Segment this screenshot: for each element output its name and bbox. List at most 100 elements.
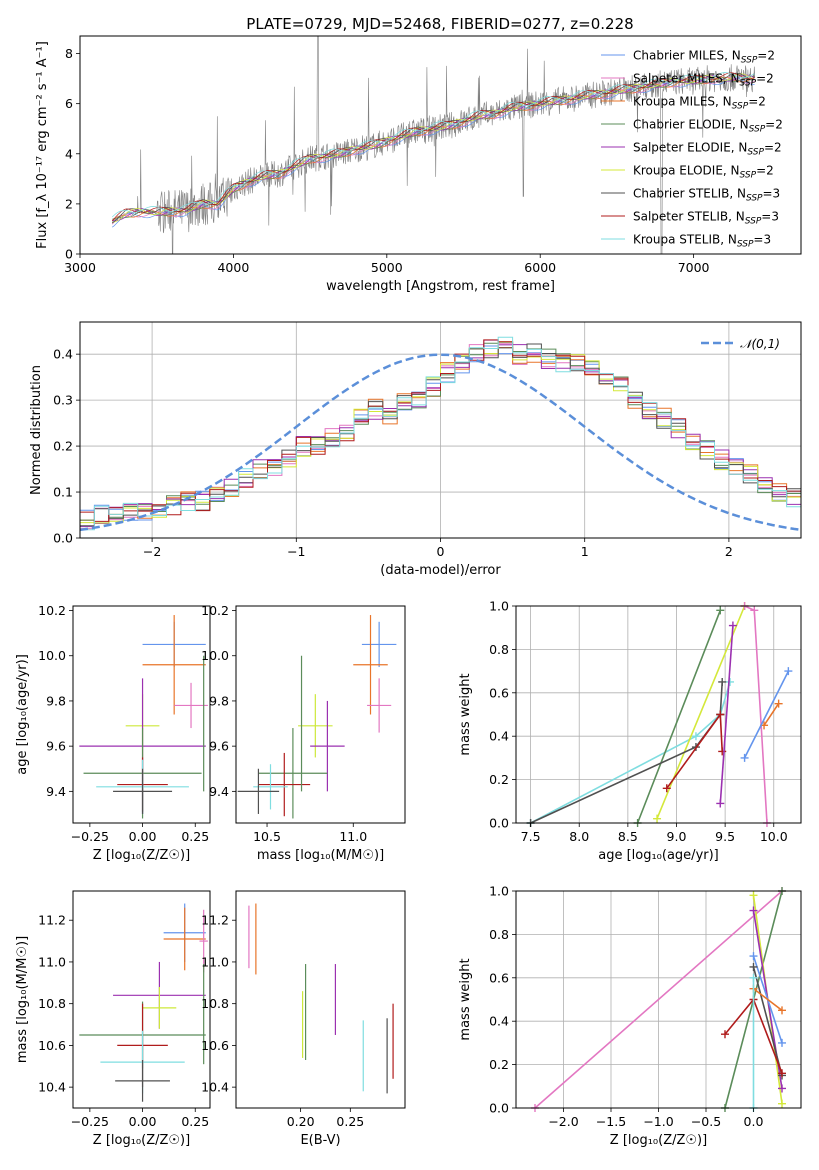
x-tick-label: 0.25 — [181, 1114, 209, 1129]
weight-line-5 — [719, 625, 734, 804]
legend-label-sub: SSP — [746, 194, 763, 204]
plus-marker — [778, 1099, 786, 1108]
x-tick-label: 0.25 — [336, 1114, 364, 1129]
y-tick-label: 10.4 — [38, 1080, 66, 1095]
x-tick-label: 0.00 — [129, 829, 157, 844]
legend-label-sub: SSP — [740, 79, 757, 89]
spectrum-model-line-8 — [111, 72, 755, 218]
plus-marker — [716, 606, 725, 615]
y-axis-label: Normed distribution — [29, 365, 44, 495]
legend-label-tail: =2 — [765, 118, 783, 132]
x-tick-label: 1 — [581, 544, 589, 559]
y-axis-label: Flux [f_λ 10⁻¹⁷ erg cm⁻² s⁻¹ A⁻¹] — [35, 41, 50, 249]
x-tick-label: 9.0 — [667, 829, 687, 844]
plot-area — [526, 602, 793, 827]
plus-marker — [784, 667, 793, 676]
legend-label-6: Chabrier STELIB, NSSP=3 — [633, 187, 780, 204]
legend-label-sub: SSP — [747, 148, 764, 158]
y-tick-label: 0.1 — [53, 485, 73, 500]
y-tick-label: 8 — [65, 46, 73, 61]
x-axis-label: (data-model)/error — [380, 563, 501, 578]
x-tick-label: 8.0 — [569, 829, 589, 844]
plus-marker — [749, 891, 758, 900]
gaussian-curve — [80, 353, 801, 532]
y-tick-label: 10.0 — [38, 648, 66, 663]
weight-line-6 — [744, 605, 768, 824]
y-tick-label: 9.6 — [46, 739, 66, 754]
legend-label-main: Salpeter ELODIE, N — [633, 141, 747, 155]
weight-line-0 — [530, 681, 731, 824]
plus-marker — [749, 952, 758, 961]
y-tick-label: 1.0 — [489, 884, 509, 899]
spectrum-model-line-7 — [111, 72, 755, 221]
y-tick-label: 0.8 — [489, 927, 509, 942]
x-tick-label: 9.5 — [715, 829, 735, 844]
plus-marker — [749, 973, 758, 982]
plus-marker — [653, 814, 662, 823]
errorbar-point-8 — [237, 768, 280, 814]
plot-area — [248, 903, 394, 1094]
y-tick-label: 0.0 — [489, 1101, 509, 1116]
legend-label-tail: =2 — [756, 72, 774, 86]
plus-marker — [749, 906, 758, 915]
plot-area — [79, 615, 208, 819]
legend-label-main: Chabrier STELIB, N — [633, 187, 746, 201]
y-tick-label: 11.2 — [38, 913, 66, 928]
y-tick-label: 0.6 — [489, 970, 509, 985]
x-tick-label: −2.0 — [548, 1114, 578, 1129]
y-axis-label: mass weight — [458, 958, 473, 1040]
x-tick-label: 8.5 — [618, 829, 638, 844]
x-axis-label: E(B-V) — [300, 1133, 340, 1148]
panel-weight-vs-Z: −2.0 −1.5 −1.0 −0.5 0.0 0.0 0.2 0.4 0.6 0.8 1.0 Z [… — [458, 884, 802, 1148]
y-tick-label: 9.8 — [209, 693, 229, 708]
weight-line-7 — [763, 703, 780, 726]
y-tick-label: 1.0 — [489, 599, 509, 614]
legend-label-sub: SSP — [745, 217, 762, 227]
y-tick-label: 0.2 — [489, 772, 509, 787]
y-tick-label: 0.2 — [489, 1057, 509, 1072]
legend-label-tail: =2 — [764, 141, 782, 155]
plot-area — [531, 887, 786, 1112]
legend-label-0: Chabrier MILES, NSSP=2 — [633, 49, 775, 66]
plus-marker — [718, 747, 727, 756]
legend-label-main: Kroupa ELODIE, N — [633, 164, 740, 178]
y-axis-label: mass [log₁₀(M/M☉)] — [15, 936, 30, 1063]
y-tick-label: 10.2 — [201, 603, 229, 618]
legend-label-tail: =3 — [761, 210, 779, 224]
legend-label-sub: SSP — [740, 171, 757, 181]
spectrum-model-line-3 — [112, 75, 755, 220]
x-tick-label: −0.25 — [71, 829, 109, 844]
legend-label-main: Salpeter STELIB, N — [633, 210, 745, 224]
errorbar-point-4 — [142, 986, 177, 1029]
weight-line-8 — [743, 670, 790, 759]
y-axis-label: age [log₁₀(age/yr)] — [15, 654, 30, 775]
y-tick-label: 0.4 — [53, 347, 73, 362]
panel-spectrum: 3000 4000 5000 6000 7000 0 2 4 6 8 wavelength [Ang… — [35, 35, 802, 294]
x-tick-label: 0.0 — [744, 1114, 764, 1129]
x-tick-label: 10.5 — [253, 829, 281, 844]
plus-marker — [778, 1084, 786, 1093]
legend-label-gaussian: 𝒩(0,1) — [740, 337, 780, 351]
plot-area — [111, 36, 756, 254]
legend-label-3: Chabrier ELODIE, NSSP=2 — [633, 118, 783, 135]
legend-label-8: Kroupa STELIB, NSSP=3 — [633, 233, 771, 250]
histogram-step-6 — [80, 343, 801, 527]
legend-label-tail: =2 — [756, 164, 774, 178]
legend-label-sub: SSP — [741, 56, 758, 66]
x-tick-label: −1 — [287, 544, 305, 559]
x-tick-label: 11.0 — [339, 829, 367, 844]
weight-line-5 — [752, 966, 783, 1076]
y-tick-label: 2 — [65, 196, 73, 211]
legend-label-tail: =2 — [748, 95, 766, 109]
errorbar-point-1 — [163, 907, 206, 971]
legend-label-5: Kroupa ELODIE, NSSP=2 — [633, 164, 774, 181]
panel-weight-vs-age: 7.5 8.0 8.5 9.0 9.5 10.0 0.0 0.2 0.4 0.6 0.8 1.0 age… — [458, 599, 802, 863]
spectrum-model-line-6 — [112, 72, 755, 224]
y-tick-label: 10.8 — [201, 996, 229, 1011]
errorbar-point-6 — [258, 752, 311, 817]
x-tick-label: −0.25 — [71, 1114, 109, 1129]
y-tick-label: 0.3 — [53, 393, 73, 408]
x-tick-label: 4000 — [217, 260, 249, 275]
x-tick-label: 7000 — [678, 260, 710, 275]
legend-label-tail: =3 — [753, 233, 771, 247]
